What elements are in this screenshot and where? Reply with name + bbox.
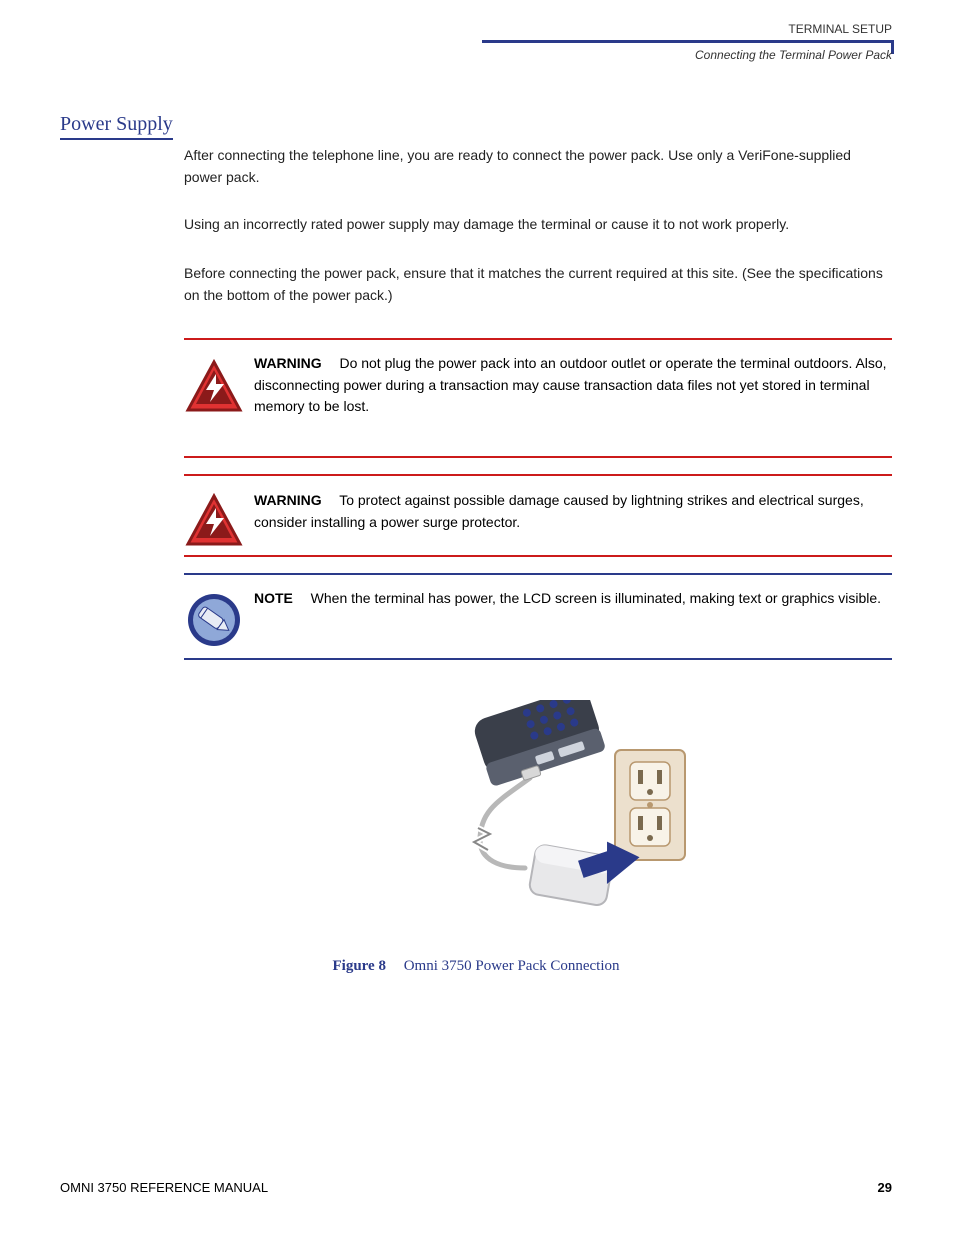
- note-text: When the terminal has power, the LCD scr…: [311, 590, 881, 606]
- footer-doc-title: OMNI 3750 REFERENCE MANUAL: [60, 1180, 268, 1195]
- warning-icon: [184, 358, 244, 418]
- footer-page-number: 29: [878, 1180, 892, 1195]
- paragraph-3: Before connecting the power pack, ensure…: [184, 263, 892, 306]
- warning-1-text: Do not plug the power pack into an outdo…: [254, 355, 887, 414]
- figure-label: Figure 8: [332, 958, 385, 974]
- note-label: NOTE: [254, 590, 293, 606]
- note-icon: [184, 590, 244, 650]
- figure-caption-text: Omni 3750 Power Pack Connection: [404, 958, 620, 974]
- header-context: TERMINAL SETUP: [788, 22, 892, 36]
- rule-red-top-1: [184, 338, 892, 340]
- warning-2-label: WARNING: [254, 492, 322, 508]
- rule-red-bottom-1: [184, 456, 892, 458]
- paragraph-1: After connecting the telephone line, you…: [184, 145, 892, 188]
- warning-2: WARNING To protect against possible dama…: [254, 490, 892, 533]
- paragraph-2: Using an incorrectly rated power supply …: [184, 214, 892, 236]
- note-1: NOTE When the terminal has power, the LC…: [254, 588, 892, 610]
- header-subtitle: Connecting the Terminal Power Pack: [695, 48, 892, 62]
- warning-icon: [184, 492, 244, 552]
- rule-red-bottom-2: [184, 555, 892, 557]
- warning-2-text: To protect against possible damage cause…: [254, 492, 864, 530]
- rule-blue-top: [184, 573, 892, 575]
- warning-1: WARNING Do not plug the power pack into …: [254, 353, 892, 418]
- section-title: Power Supply: [60, 113, 173, 140]
- rule-blue-bottom: [184, 658, 892, 660]
- figure-caption: Figure 8 Omni 3750 Power Pack Connection: [60, 958, 892, 975]
- warning-1-label: WARNING: [254, 355, 322, 371]
- rule-red-top-2: [184, 474, 892, 476]
- figure-illustration: [440, 700, 700, 930]
